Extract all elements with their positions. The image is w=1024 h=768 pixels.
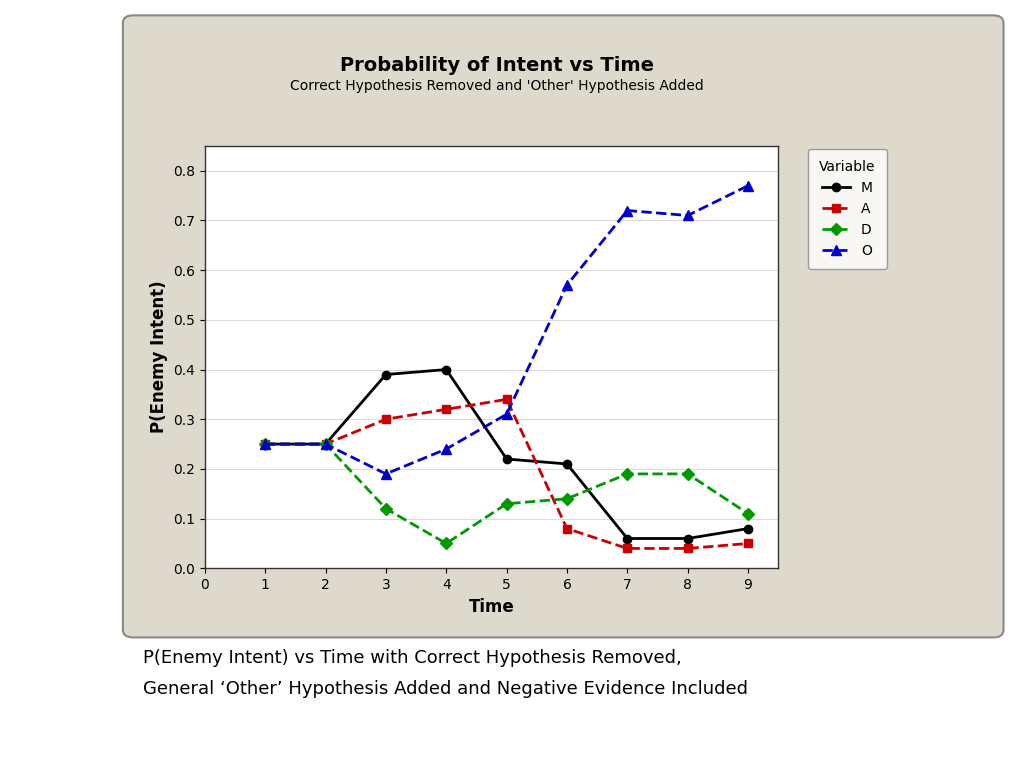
Legend: M, A, D, O: M, A, D, O (808, 149, 887, 269)
Text: General ‘Other’ Hypothesis Added and Negative Evidence Included: General ‘Other’ Hypothesis Added and Neg… (143, 680, 749, 697)
Text: Correct Hypothesis Removed and 'Other' Hypothesis Added: Correct Hypothesis Removed and 'Other' H… (290, 79, 703, 93)
Y-axis label: P(Enemy Intent): P(Enemy Intent) (150, 281, 168, 433)
X-axis label: Time: Time (469, 598, 514, 616)
Text: P(Enemy Intent) vs Time with Correct Hypothesis Removed,: P(Enemy Intent) vs Time with Correct Hyp… (143, 649, 682, 667)
Text: Probability of Intent vs Time: Probability of Intent vs Time (340, 56, 653, 74)
